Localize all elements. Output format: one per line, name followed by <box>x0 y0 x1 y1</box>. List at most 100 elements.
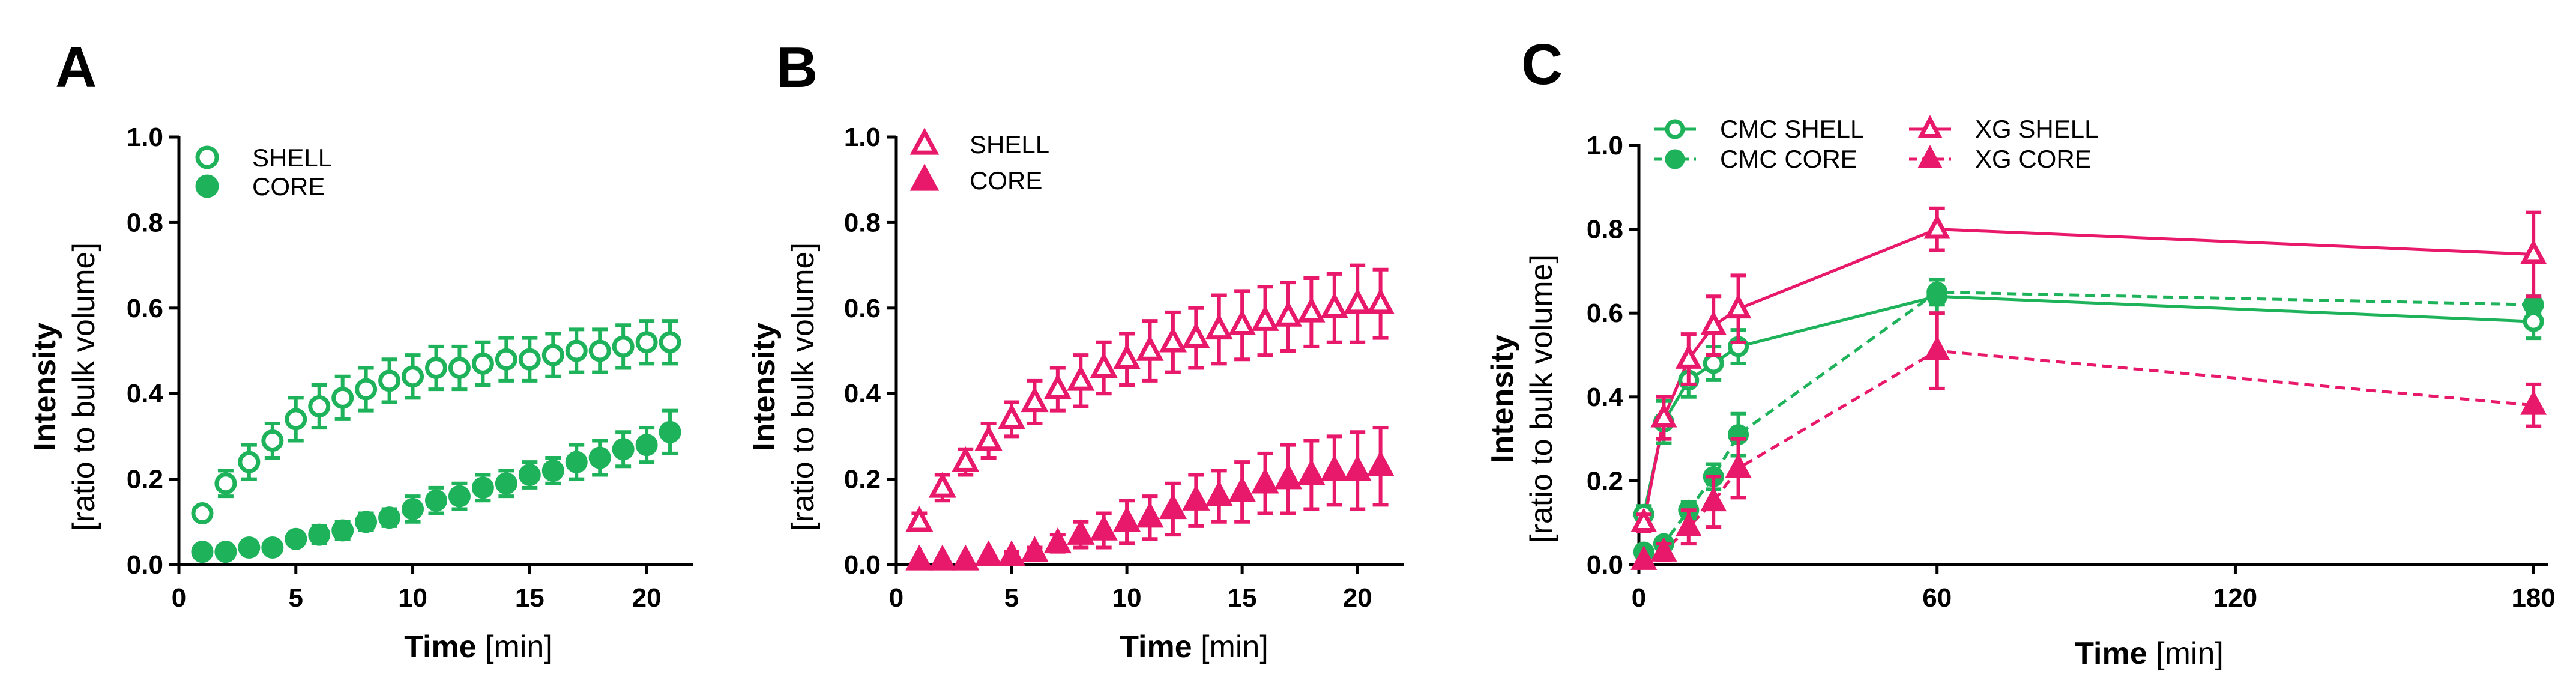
panel-c-ytick-label: 0.4 <box>1587 383 1624 412</box>
panel-c-xg-shell-point <box>1923 214 1950 239</box>
panel-a-shell-point <box>659 331 681 354</box>
panel-b-shell-point <box>1021 386 1049 413</box>
panel-a-letter: A <box>55 35 97 100</box>
panel-a-xtick-label: 10 <box>398 583 427 613</box>
panel-b-legend-marker <box>909 163 940 191</box>
panel-b-shell-point <box>1205 314 1233 340</box>
panel-c-xtick-label: 120 <box>2213 583 2257 613</box>
panel-b-core-point <box>1228 476 1256 502</box>
panel-b-core-point <box>1274 463 1303 490</box>
panel-a-ytick-label: 0.8 <box>127 208 163 237</box>
panel-b-ytick-label: 0.4 <box>844 379 881 408</box>
panel-c-xg-core-point <box>1700 487 1727 512</box>
panel-b-core-point <box>928 544 956 571</box>
panel-b-core-point <box>1043 527 1072 554</box>
panel-c-legend-label: CMC SHELL <box>1720 115 1864 143</box>
panel-b-legend-label: SHELL <box>970 130 1049 159</box>
panel-c-xg-core-point <box>1650 537 1677 562</box>
panel-a-core-point <box>402 497 424 520</box>
panel-b-shell-point <box>1136 335 1164 361</box>
panel-b-core-point <box>952 544 980 571</box>
panel-b-core-point <box>1297 459 1326 485</box>
panel-a-shell-point <box>588 339 611 362</box>
panel-a-core-point <box>308 523 331 546</box>
panel-c-xg-shell-point <box>1725 294 1752 319</box>
panel-a-shell-point <box>285 408 307 431</box>
panel-b-legend-marker <box>909 127 940 155</box>
panel-a-legend-marker <box>195 145 219 169</box>
panel-c-legend-label: XG CORE <box>1975 145 2092 173</box>
panel-c-ylabel-sub: [ratio to bulk volume] <box>1524 255 1559 543</box>
panel-a-core-point <box>518 463 541 486</box>
panel-c-xg-core-point <box>1725 453 1752 478</box>
panel-c-xg-shell-point <box>1630 508 1658 533</box>
panel-a-core-point <box>331 519 354 542</box>
panel-a-legend-label: CORE <box>252 172 325 201</box>
panel-a-ytick-label: 0.0 <box>127 550 163 580</box>
panel-b-ytick-label: 0.6 <box>844 294 881 323</box>
panel-b-xlabel: Time [min] <box>1120 630 1268 664</box>
panel-a-ylabel-sub: [ratio to bulk volume] <box>67 243 101 531</box>
panel-c-xlabel-unit: [min] <box>2147 636 2224 671</box>
panel-a-core-point <box>612 438 635 461</box>
panel-b-core-point <box>1112 506 1141 532</box>
panel-b-shell-point <box>1228 309 1256 336</box>
panel-c-xtick-label: 60 <box>1922 583 1952 613</box>
panel-a-ytick-label: 0.2 <box>127 465 163 494</box>
panel-b-xtick-label: 10 <box>1112 583 1142 613</box>
panel-a-shell-point <box>355 378 378 401</box>
panel-a-shell-point <box>214 472 237 495</box>
panel-b-core-point <box>997 540 1026 566</box>
panel-c-letter: C <box>1521 32 1563 97</box>
panel-c-xtick-label: 0 <box>1632 583 1646 613</box>
panel-a-core-point <box>565 451 588 473</box>
panel-c-ytick-label: 1.0 <box>1587 131 1623 160</box>
panel-b-core-point <box>1136 502 1164 528</box>
panel-c-legend-marker <box>1665 119 1685 139</box>
panel-a-core-point <box>448 485 471 508</box>
panel-b-core-point <box>1344 455 1372 481</box>
panel-b-shell-point <box>1320 292 1348 318</box>
panel-c-cmc-shell-point <box>2523 311 2544 332</box>
panel-a-xtick-label: 5 <box>289 583 303 613</box>
panel-b-ylabel-sub: [ratio to bulk volume] <box>786 243 821 531</box>
panel-c-cmc-shell-point <box>1703 353 1724 374</box>
panel-b-legend: SHELL CORE <box>909 127 1049 195</box>
panel-c-ytick-label: 0.0 <box>1587 550 1623 580</box>
panel-a-core-point <box>635 434 658 457</box>
panel-a-ylabel: Intensity <box>28 323 62 451</box>
panel-a-shell-point <box>308 395 331 418</box>
panel-a-core-point <box>425 489 447 512</box>
panel-a-xlabel-bold: Time <box>404 630 476 664</box>
panel-b-shell-point <box>974 425 1003 451</box>
panel-a-shell-point <box>425 356 447 379</box>
panel-c-series-line <box>1642 294 2534 515</box>
panel-b-xtick-label: 5 <box>1004 583 1019 613</box>
panel-c-xg-shell-point <box>1675 344 1702 369</box>
panel-b-core-point <box>1090 514 1118 541</box>
panel-c-xtick-label: 180 <box>2511 583 2555 613</box>
panel-c-cmc-core-point <box>1926 281 1948 303</box>
panel-b-shell-point <box>1112 343 1141 369</box>
panel-c: C Intensity [ratio to bulk volume] Time … <box>1485 32 2224 671</box>
plots-layer: 0.00.20.40.60.81.00 5 10 15 20SHELLCORE0.00.… <box>127 115 2556 613</box>
panel-c-xg-shell-point <box>1650 402 1677 428</box>
panel-a-shell-point <box>378 369 401 392</box>
panel-a-ytick-label: 1.0 <box>127 123 163 152</box>
panel-a-shell-point <box>238 451 261 473</box>
panel-b-xlabel-unit: [min] <box>1192 630 1268 664</box>
panel-a-shell-point <box>495 348 517 371</box>
panel-b-core-point <box>1251 467 1279 494</box>
panel-b-shell-point <box>997 403 1026 429</box>
panel-a-ytick-label: 0.6 <box>127 294 163 323</box>
panel-b-shell-point <box>928 472 956 498</box>
panel-c-xg-core-point <box>1630 545 1658 570</box>
panel-c-plot: 0.0 0.2 0.4 0.6 0.8 1.0 0 60 120 180 CMC SHELLCMC … <box>1587 115 2556 613</box>
panel-b: B Intensity [ratio to bulk volume] Time … <box>747 35 1268 664</box>
panel-b-core-point <box>905 544 934 571</box>
panel-c-xg-core-point <box>1675 512 1702 537</box>
panel-c-ylabel: Intensity <box>1485 335 1520 463</box>
